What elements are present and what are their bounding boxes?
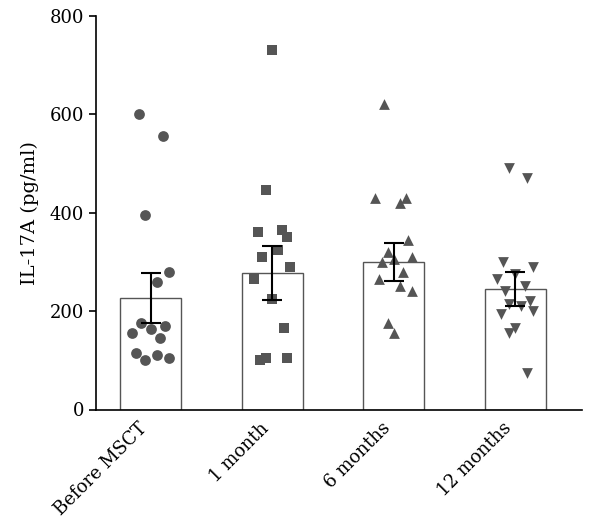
Point — [268, 295, 277, 303]
Point — [505, 164, 514, 173]
Point — [164, 354, 174, 362]
Point — [407, 287, 416, 296]
Point — [407, 253, 416, 261]
Point — [140, 356, 149, 364]
Point — [282, 354, 292, 362]
Point — [374, 275, 384, 284]
Point — [268, 46, 277, 55]
Point — [383, 248, 392, 256]
Point — [395, 198, 404, 207]
Point — [155, 334, 165, 342]
Point — [383, 319, 392, 328]
Point — [517, 302, 526, 310]
Point — [160, 322, 170, 330]
Point — [158, 132, 167, 141]
Point — [398, 268, 408, 276]
Point — [128, 329, 137, 338]
Point — [377, 258, 386, 266]
Point — [255, 356, 265, 364]
Point — [379, 100, 389, 109]
Point — [395, 282, 404, 291]
Y-axis label: IL-17A (pg/ml): IL-17A (pg/ml) — [20, 141, 38, 285]
Point — [261, 186, 271, 195]
Point — [389, 255, 398, 264]
Point — [511, 324, 520, 332]
Point — [277, 226, 287, 234]
Point — [152, 277, 161, 286]
Point — [500, 287, 510, 296]
Point — [140, 211, 149, 219]
Point — [282, 233, 292, 242]
Point — [146, 325, 155, 333]
Bar — [364, 262, 424, 410]
Point — [280, 324, 289, 332]
Point — [249, 275, 259, 284]
Point — [131, 349, 141, 357]
Bar — [242, 273, 302, 410]
Point — [261, 354, 271, 362]
Point — [253, 228, 262, 236]
Point — [152, 351, 161, 360]
Point — [257, 253, 267, 261]
Point — [496, 309, 505, 318]
Point — [274, 245, 283, 254]
Point — [403, 236, 413, 244]
Point — [523, 369, 532, 377]
Point — [529, 307, 538, 315]
Point — [389, 329, 398, 338]
Point — [492, 275, 502, 284]
Point — [505, 299, 514, 308]
Point — [511, 270, 520, 278]
Point — [523, 174, 532, 182]
Point — [136, 319, 146, 328]
Point — [134, 110, 143, 119]
Bar — [485, 289, 545, 410]
Point — [520, 282, 530, 291]
Point — [164, 268, 174, 276]
Point — [286, 262, 295, 271]
Point — [529, 262, 538, 271]
Point — [525, 297, 535, 306]
Point — [371, 194, 380, 202]
Bar — [120, 298, 181, 410]
Point — [498, 258, 508, 266]
Point — [505, 329, 514, 338]
Point — [401, 194, 410, 202]
